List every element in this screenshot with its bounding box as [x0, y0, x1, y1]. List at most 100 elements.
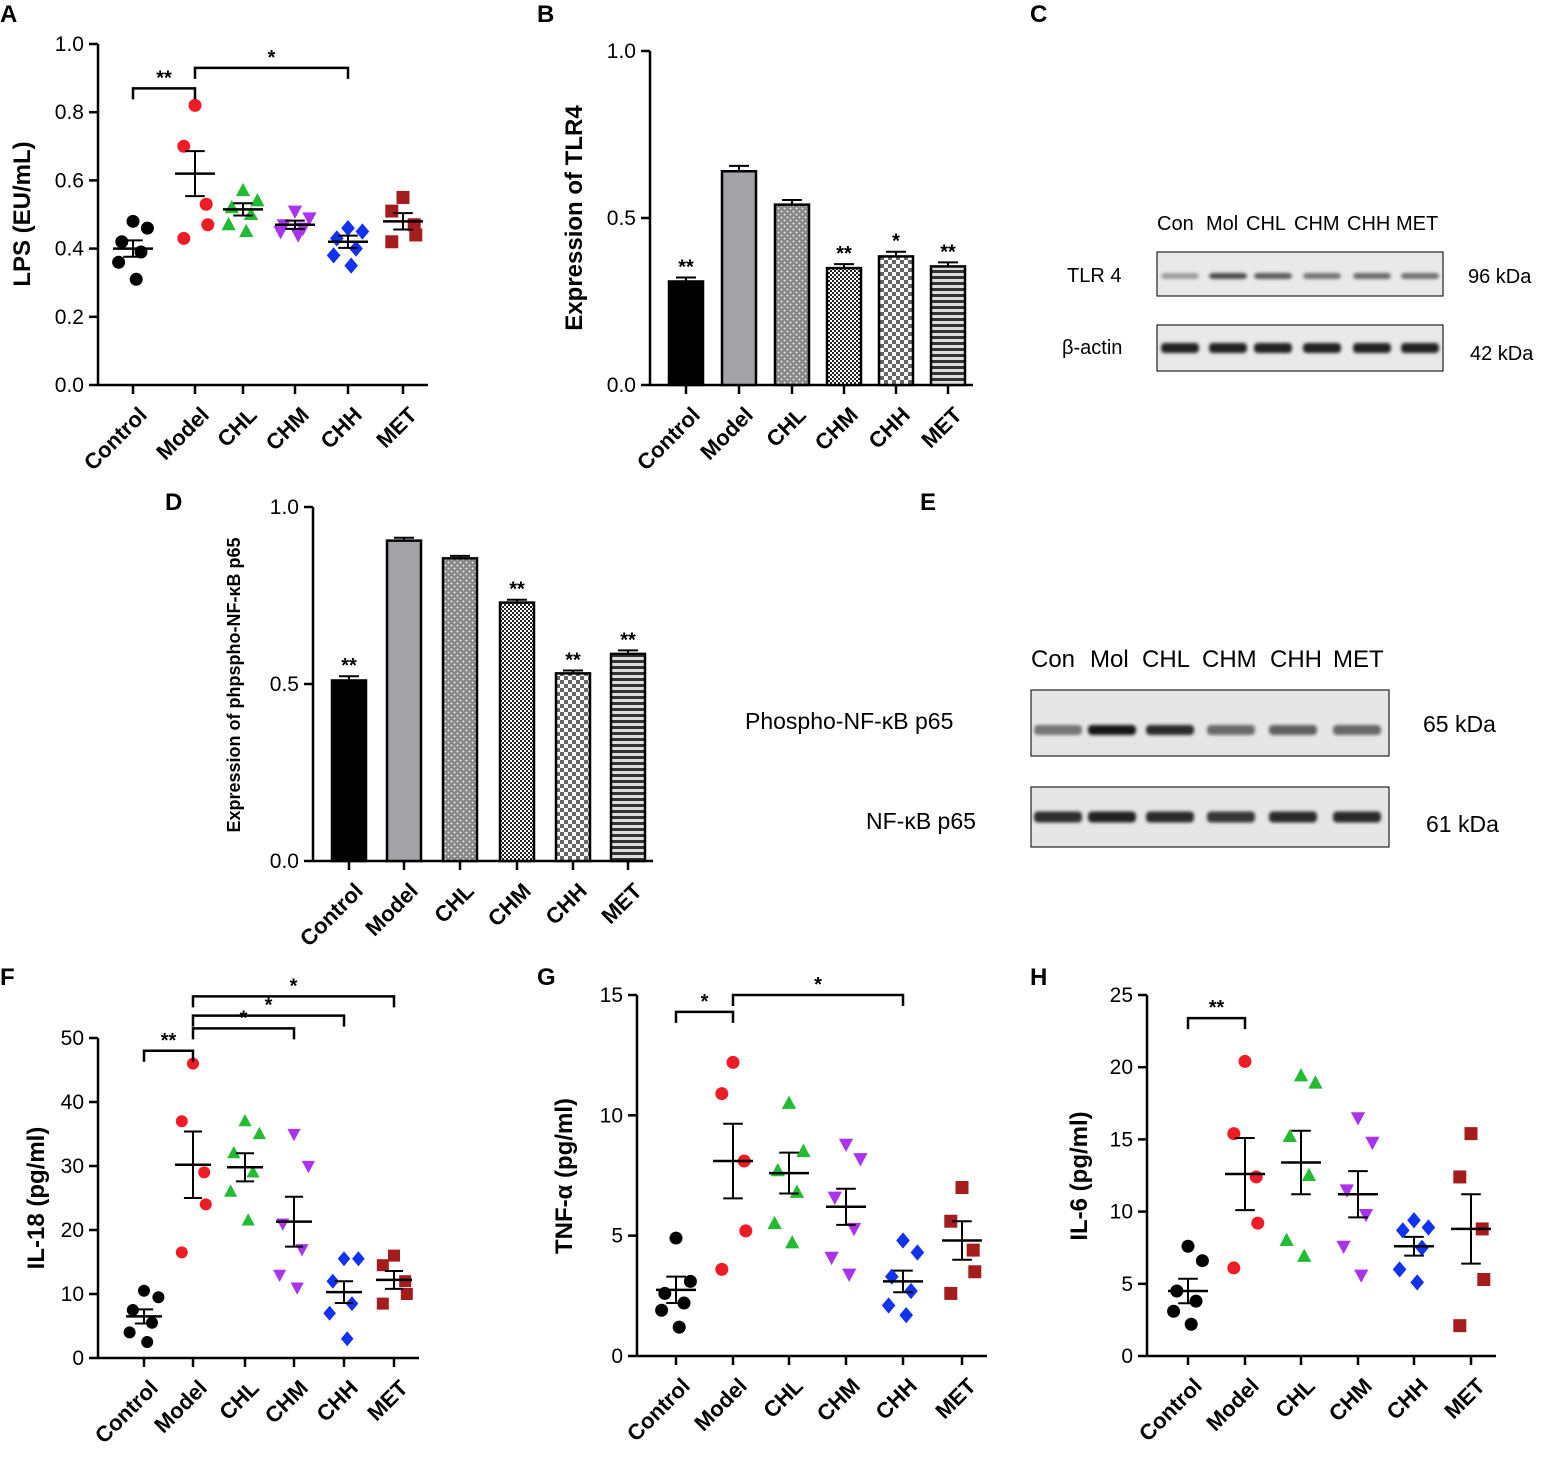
y-tick-label: 10 [600, 1104, 623, 1127]
blot-band-mol [1209, 343, 1247, 353]
data-point-chl [241, 1213, 255, 1226]
blot-lane-label: MET [1333, 646, 1384, 673]
significance-bracket [131, 87, 197, 100]
y-axis-title: IL-6 (pg/ml) [1066, 1111, 1093, 1240]
data-point-met [944, 1286, 958, 1300]
significance-label: * [814, 974, 822, 996]
x-tick-label-chl: CHL [212, 402, 262, 452]
significance-label: * [268, 47, 276, 69]
data-point-chh [337, 1251, 351, 1267]
significance-label: * [290, 975, 298, 997]
data-point-met [388, 1249, 400, 1262]
data-point-chl [789, 1184, 805, 1198]
data-point-chm [302, 212, 317, 226]
x-tick-label-chm: CHM [1324, 1373, 1377, 1426]
x-tick-label-chm: CHM [810, 402, 863, 455]
data-point-chm [287, 205, 303, 219]
data-point-chm [276, 1218, 290, 1231]
significance-label: ** [678, 256, 694, 278]
data-point-control [126, 1304, 139, 1316]
panel-label-a: A [0, 1, 17, 28]
blot-band-con [1161, 273, 1199, 279]
data-point-met [944, 1214, 958, 1228]
data-point-chl [1279, 1232, 1294, 1247]
significance-bracket [193, 66, 350, 79]
y-axis-title: LPS (EU/mL) [9, 141, 36, 286]
data-point-met [1464, 1127, 1478, 1141]
significance-label: * [240, 1007, 248, 1029]
y-tick-label: 0.2 [55, 306, 84, 329]
blot-band-con [1161, 343, 1199, 353]
y-tick-label: 0.0 [55, 374, 84, 397]
data-point-chh [323, 1305, 336, 1321]
x-tick-label-chm: CHM [260, 1375, 313, 1428]
data-point-model [177, 231, 191, 245]
y-tick-label: 40 [61, 1091, 84, 1114]
y-axis-title: Expression of TLR4 [561, 105, 588, 331]
x-tick-label-chm: CHM [812, 1373, 865, 1426]
data-point-chh [326, 247, 341, 264]
data-point-chh [1410, 1274, 1425, 1291]
data-point-control [129, 272, 143, 286]
data-point-chm [290, 1282, 304, 1295]
blot-band-chh [1353, 343, 1391, 353]
data-point-control [138, 1284, 150, 1297]
significance-label: ** [1209, 997, 1225, 1019]
blot-band-mol [1209, 273, 1247, 279]
y-tick-label: 0.6 [55, 169, 84, 192]
significance-bracket [142, 1049, 195, 1062]
blot-size-label: 65 kDa [1423, 711, 1496, 737]
western-blot-e: Con Mol CHL CHM CHH MET Phospho-NF-κB p6… [745, 646, 1499, 848]
data-point-chl [250, 193, 265, 207]
blot-band-chh [1269, 725, 1317, 735]
y-tick-label: 1.0 [55, 33, 84, 56]
x-tick-label-chl: CHL [758, 1373, 808, 1423]
blot-band-mol [1088, 725, 1136, 735]
bar-model [385, 539, 423, 863]
data-point-model [1238, 1054, 1252, 1068]
data-point-chm [1336, 1240, 1351, 1255]
data-point-model [175, 1246, 188, 1259]
significance-label: * [892, 231, 900, 253]
x-tick-label-chh: CHH [311, 1375, 362, 1426]
blot-row-label: Phospho-NF-κB p65 [745, 708, 953, 734]
blot-membrane [1030, 689, 1390, 757]
x-tick-label-met: MET [1439, 1373, 1490, 1424]
y-tick-label: 0 [72, 1347, 84, 1370]
data-point-control [1184, 1317, 1198, 1331]
x-tick-label-chm: CHM [483, 878, 536, 931]
data-point-model [177, 139, 191, 153]
data-point-chh [326, 1273, 340, 1289]
data-point-met [1453, 1170, 1467, 1184]
data-point-model [1227, 1261, 1241, 1275]
data-point-chh [355, 223, 370, 240]
blot-lane-label: Con [1031, 646, 1075, 673]
data-point-chl [227, 1146, 241, 1159]
y-tick-label: 20 [1110, 1056, 1133, 1079]
y-tick-label: 50 [61, 1027, 84, 1050]
data-point-model [1251, 1216, 1265, 1230]
data-point-chl [252, 1126, 266, 1140]
x-tick-label-model: Model [151, 402, 214, 465]
data-point-model [726, 1055, 740, 1069]
bar-chl [441, 557, 479, 863]
blot-band-met [1401, 273, 1439, 279]
x-tick-label-model: Model [689, 1373, 752, 1436]
y-tick-label: 0.0 [607, 374, 636, 397]
data-point-chl [781, 1095, 797, 1109]
data-point-chm [846, 1222, 862, 1237]
data-point-control [1195, 1254, 1209, 1268]
blot-band-mol [1088, 811, 1136, 823]
bar-met [609, 652, 647, 863]
y-tick-label: 25 [1110, 984, 1133, 1007]
data-point-chh [1415, 1239, 1429, 1256]
data-point-chh [329, 230, 344, 247]
data-point-model [187, 1057, 199, 1070]
data-point-chl [796, 1143, 811, 1157]
y-tick-label: 30 [61, 1155, 84, 1178]
panel-label-g: G [537, 964, 556, 991]
data-point-chh [881, 1297, 896, 1314]
